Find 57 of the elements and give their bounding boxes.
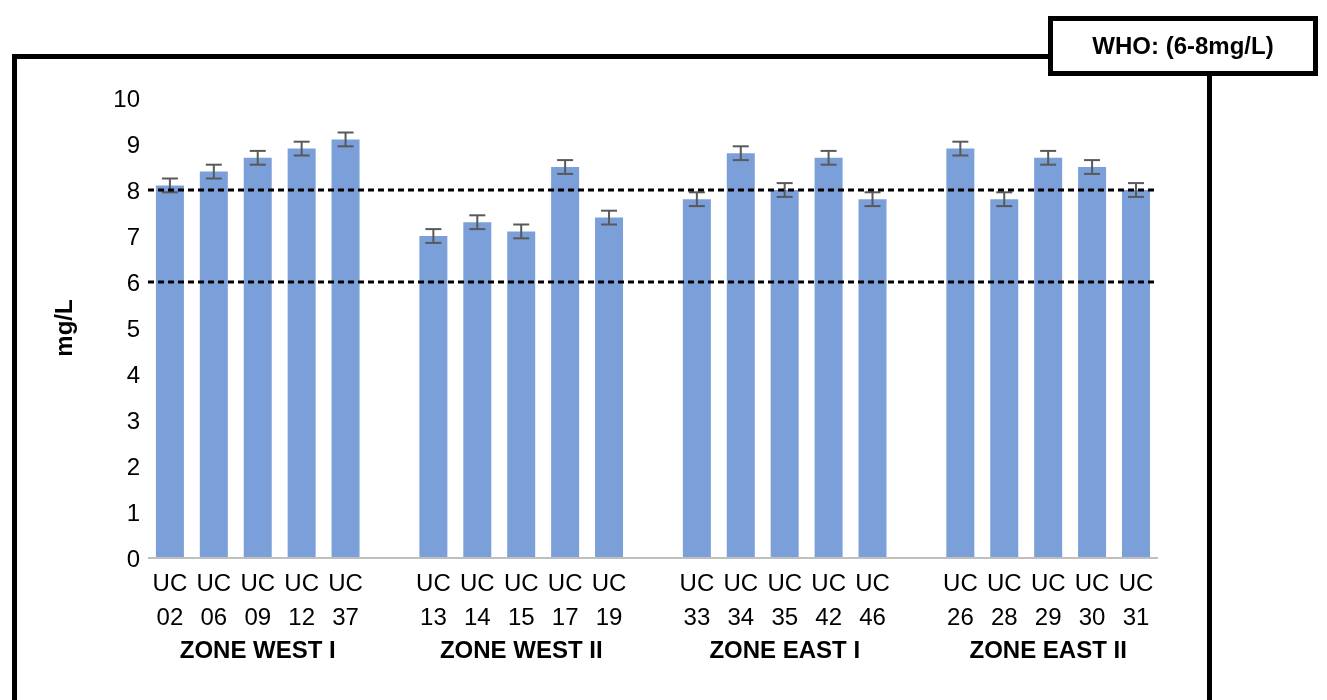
x-tick-label: UC 33 — [679, 569, 715, 631]
y-tick-label: 10 — [113, 84, 140, 112]
text: ZONE EAST I — [708, 636, 862, 664]
x-tick-label: UC 37 — [328, 569, 363, 631]
y-tick-label: 1 — [126, 498, 140, 526]
y-tick-label: 4 — [126, 360, 140, 388]
x-tick-label: UC 15 — [503, 569, 539, 631]
bar — [199, 171, 228, 558]
y-axis-title: mg/L — [49, 299, 77, 357]
x-tick-label: UC 29 — [1030, 569, 1066, 631]
y-tick-label: 2 — [126, 452, 140, 480]
x-tick-label: UC 28 — [986, 569, 1022, 631]
y-tick-label: 0 — [126, 544, 140, 572]
y-tick-label: 8 — [126, 176, 140, 204]
y-tick-label: 6 — [126, 268, 140, 296]
bar — [463, 222, 492, 558]
bar — [1034, 157, 1063, 558]
bar — [1121, 190, 1150, 558]
bar — [331, 139, 360, 558]
chart-title: WHO: (6-8mg/L) — [1048, 16, 1318, 76]
x-tick-label: UC 46 — [855, 569, 890, 631]
x-tick-label: UC 31 — [1118, 569, 1154, 631]
bar — [243, 157, 272, 558]
y-tick-label: 5 — [126, 314, 140, 342]
x-tick-label: UC 12 — [284, 569, 320, 631]
bar — [287, 148, 316, 558]
x-tick-label: UC 17 — [547, 569, 583, 631]
bar — [946, 148, 975, 558]
y-tick-label: 9 — [126, 130, 140, 158]
bar — [595, 217, 624, 558]
y-tick-label: 7 — [126, 222, 140, 250]
bar — [814, 157, 843, 558]
x-tick-label: UC 14 — [460, 569, 495, 631]
x-tick-label: UC 42 — [811, 569, 846, 631]
bar — [507, 231, 536, 558]
bar — [1078, 167, 1107, 558]
bar — [682, 199, 711, 558]
bar — [858, 199, 887, 558]
x-tick-label: UC 30 — [1074, 569, 1110, 631]
text: ZONE WEST II — [438, 636, 604, 664]
x-tick-label: UC 35 — [767, 569, 803, 631]
y-tick-label: 3 — [126, 406, 140, 434]
bar — [726, 153, 755, 558]
x-tick-label: UC 34 — [723, 569, 759, 631]
x-tick-label: UC 06 — [196, 569, 232, 631]
x-tick-label: UC 26 — [943, 569, 978, 631]
x-tick-label: UC 13 — [416, 569, 451, 631]
bar — [990, 199, 1019, 558]
text: ZONE WEST I — [178, 636, 337, 664]
bar — [770, 190, 799, 558]
x-tick-label: UC 09 — [240, 569, 276, 631]
text: ZONE EAST II — [968, 636, 1128, 664]
x-tick-label: UC 02 — [152, 569, 188, 631]
bar — [419, 236, 448, 558]
x-tick-label: UC 19 — [591, 569, 627, 631]
bar — [155, 185, 184, 558]
bar — [551, 167, 580, 558]
